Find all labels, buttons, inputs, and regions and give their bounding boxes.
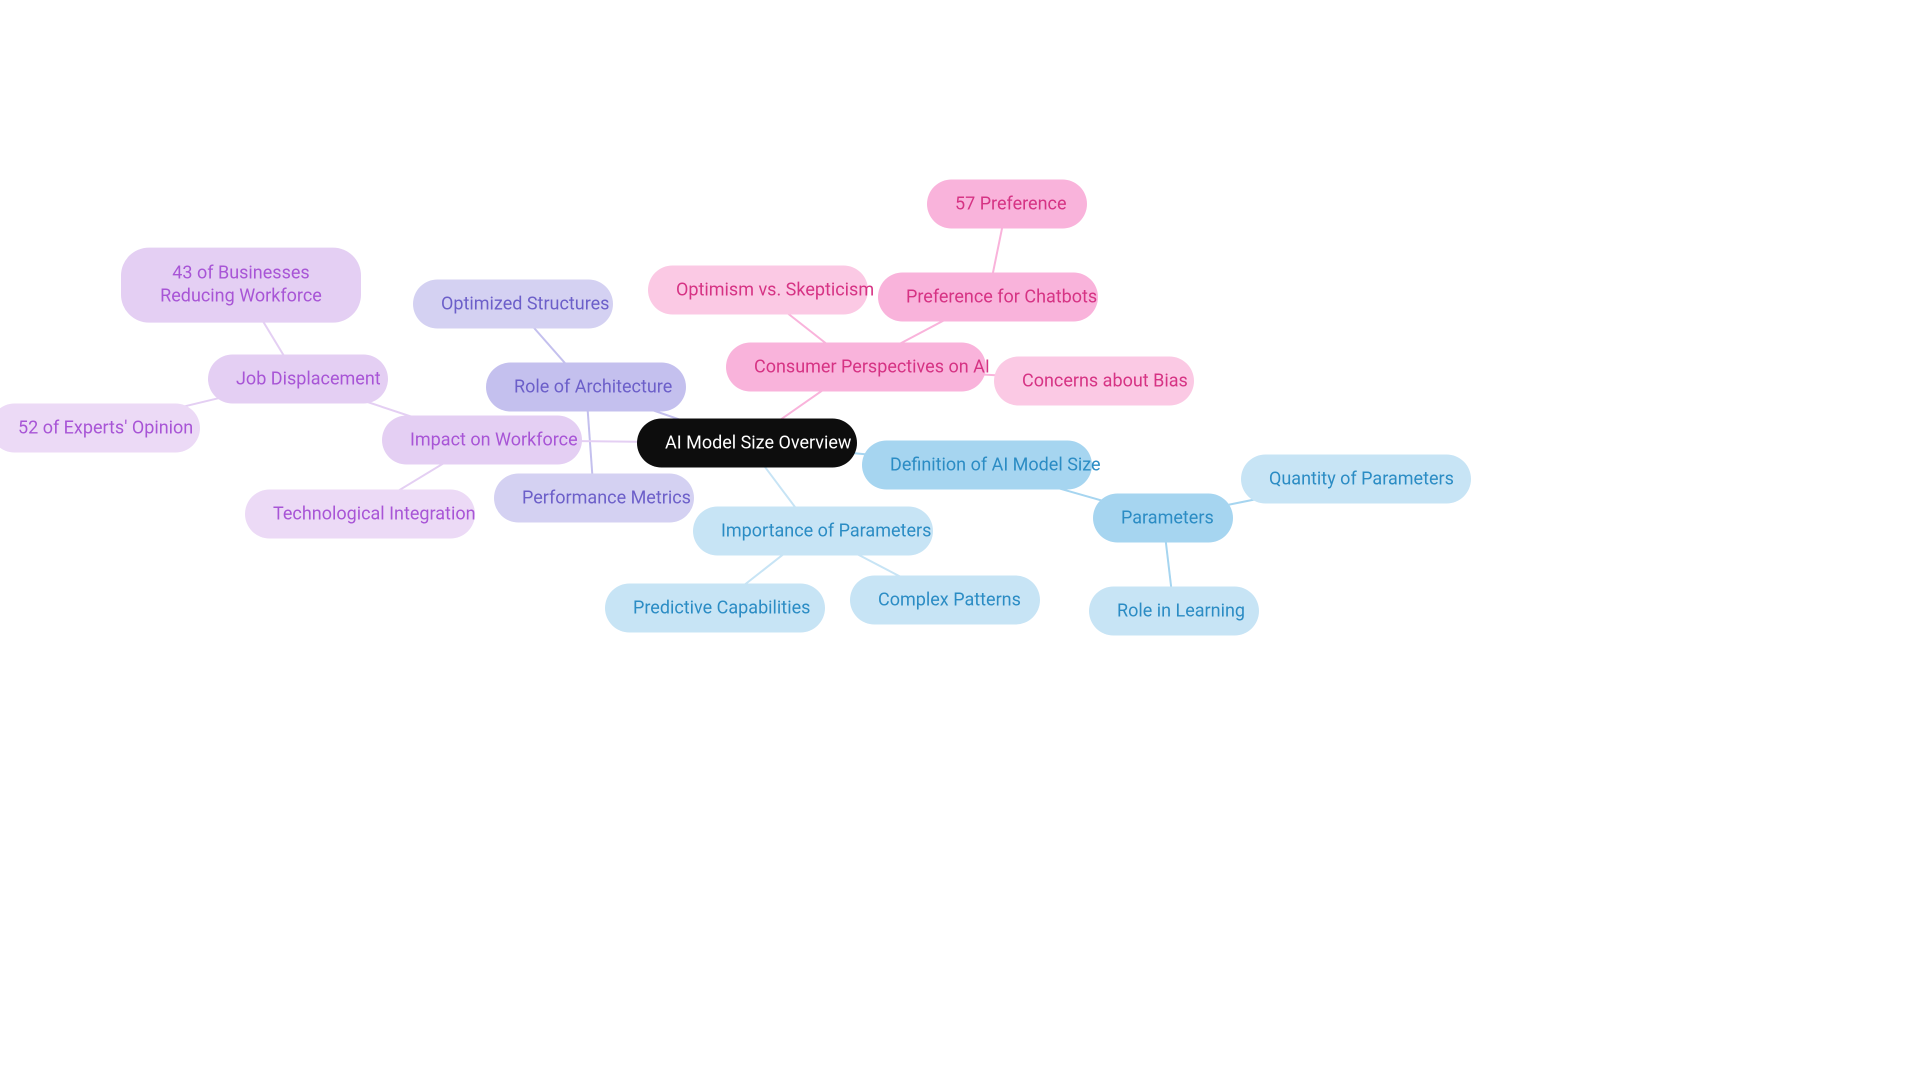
node-qty[interactable]: Quantity of Parameters <box>1241 455 1471 504</box>
node-root[interactable]: AI Model Size Overview <box>637 419 857 468</box>
node-complex[interactable]: Complex Patterns <box>850 576 1040 625</box>
edge-layer <box>0 0 1920 1083</box>
node-predictive[interactable]: Predictive Capabilities <box>605 584 825 633</box>
node-rolelearn[interactable]: Role in Learning <box>1089 587 1259 636</box>
node-perfmetrics[interactable]: Performance Metrics <box>494 474 694 523</box>
node-biz43[interactable]: 43 of Businesses Reducing Workforce <box>121 248 361 323</box>
node-rolearch[interactable]: Role of Architecture <box>486 363 686 412</box>
node-optstruct[interactable]: Optimized Structures <box>413 280 613 329</box>
node-importance[interactable]: Importance of Parameters <box>693 507 933 556</box>
node-bias[interactable]: Concerns about Bias <box>994 357 1194 406</box>
node-pref57[interactable]: 57 Preference <box>927 180 1087 229</box>
node-def[interactable]: Definition of AI Model Size <box>862 441 1092 490</box>
node-optimism[interactable]: Optimism vs. Skepticism <box>648 266 868 315</box>
node-params[interactable]: Parameters <box>1093 494 1233 543</box>
node-exp52[interactable]: 52 of Experts' Opinion <box>0 404 200 453</box>
node-impact[interactable]: Impact on Workforce <box>382 416 582 465</box>
node-techint[interactable]: Technological Integration <box>245 490 475 539</box>
node-jobdisp[interactable]: Job Displacement <box>208 355 388 404</box>
node-prefchat[interactable]: Preference for Chatbots <box>878 273 1098 322</box>
node-consumer[interactable]: Consumer Perspectives on AI <box>726 343 986 392</box>
